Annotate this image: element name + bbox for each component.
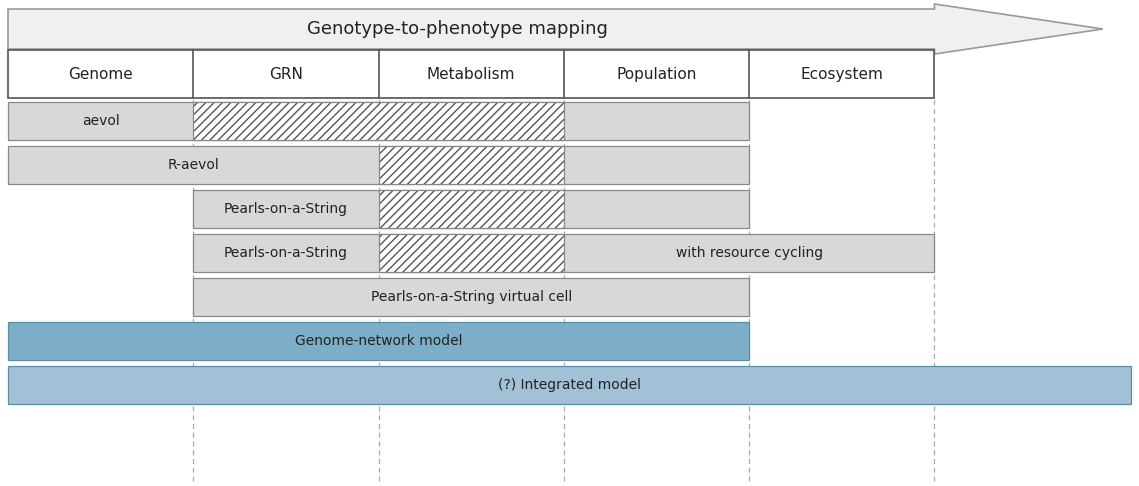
Bar	[378, 146, 564, 184]
Bar	[378, 234, 564, 272]
Bar	[8, 50, 934, 98]
Bar	[194, 102, 564, 140]
Text: Genotype-to-phenotype mapping: Genotype-to-phenotype mapping	[306, 20, 607, 38]
Bar	[8, 322, 749, 360]
Polygon shape	[8, 4, 1103, 54]
Text: (?) Integrated model: (?) Integrated model	[498, 378, 641, 392]
Bar	[8, 146, 749, 184]
Bar	[378, 146, 564, 184]
Bar	[378, 234, 564, 272]
Text: Population: Population	[616, 67, 697, 82]
Bar	[194, 234, 934, 272]
Bar	[378, 190, 564, 228]
Bar	[8, 102, 749, 140]
Bar	[194, 278, 749, 316]
Text: Metabolism: Metabolism	[427, 67, 516, 82]
Text: Pearls-on-a-String virtual cell: Pearls-on-a-String virtual cell	[370, 290, 572, 304]
Text: Pearls-on-a-String: Pearls-on-a-String	[224, 246, 347, 260]
Text: aevol: aevol	[82, 114, 120, 128]
Bar	[8, 366, 1131, 404]
Bar	[194, 102, 564, 140]
Text: with resource cycling: with resource cycling	[675, 246, 822, 260]
Text: R-aevol: R-aevol	[167, 158, 219, 172]
Text: GRN: GRN	[269, 67, 303, 82]
Text: Pearls-on-a-String: Pearls-on-a-String	[224, 202, 347, 216]
Bar	[378, 190, 564, 228]
Text: Genome-network model: Genome-network model	[295, 334, 462, 348]
Text: Ecosystem: Ecosystem	[801, 67, 883, 82]
Bar	[194, 190, 749, 228]
Text: Genome: Genome	[68, 67, 133, 82]
